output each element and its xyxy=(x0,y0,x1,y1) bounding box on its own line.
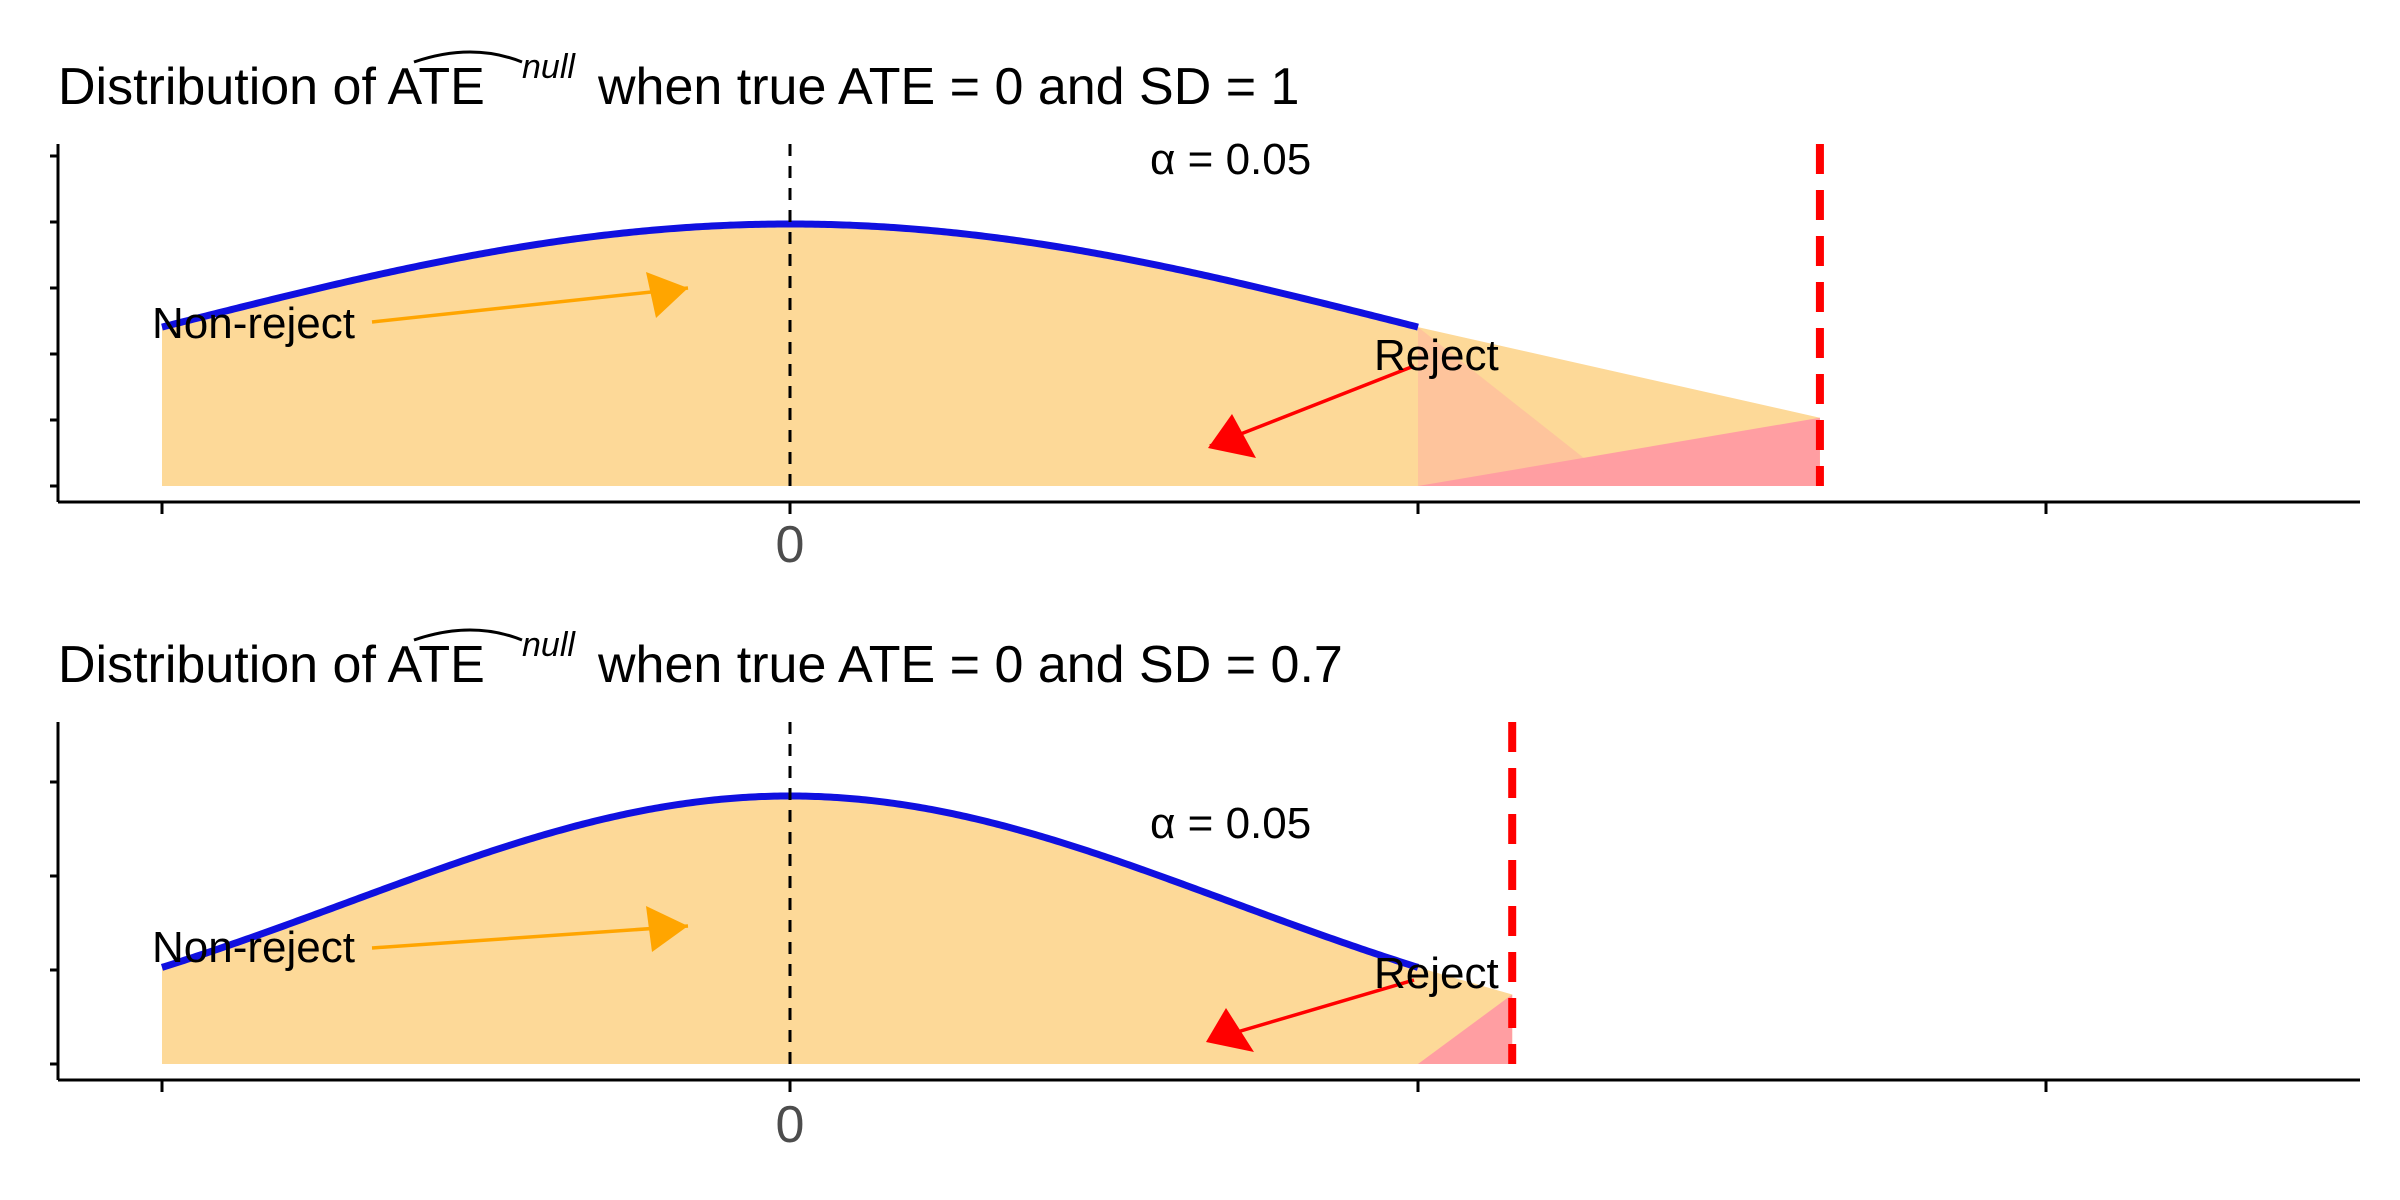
panel-1-nonreject-area xyxy=(162,224,1820,486)
panel-2-title-hat xyxy=(413,628,523,642)
panel-1-title: Distribution of ATE xyxy=(58,58,485,116)
panel-2-reject-area xyxy=(1418,994,1513,1064)
panel-2-title-ate: ATE xyxy=(388,636,485,694)
panel-1-x-ticks: 0 xyxy=(160,502,2048,574)
panel-2-reject-arrowhead xyxy=(1206,1008,1254,1052)
panel-1-reject-arrow xyxy=(1209,364,1415,448)
panel-1-title-ate: ATE xyxy=(388,58,485,116)
panel-2-title-superscript: null xyxy=(522,626,576,664)
panel-1-nonreject-label: Non-reject xyxy=(152,299,355,348)
panel-1-nonreject-arrow xyxy=(371,286,689,324)
panel-2-title-suffix: when true ATE = 0 and SD = 0.7 xyxy=(597,636,1343,694)
panel-1-reject-label: Reject xyxy=(1374,331,1499,380)
panel-1-tail-fade xyxy=(1418,327,1618,486)
panel-2-reject-label: Reject xyxy=(1374,949,1499,998)
p2-x-tick-label-1: 0 xyxy=(776,1096,805,1154)
panel-1-title-superscript: null xyxy=(522,48,576,86)
panel-1: Distribution of ATE null when true ATE =… xyxy=(50,48,2360,574)
panel-2-reject-arrow xyxy=(1209,978,1415,1042)
panel-2-nonreject-arrow xyxy=(371,924,689,950)
panel-2-y-ticks xyxy=(50,780,58,1066)
panel-1-reject-arrowhead xyxy=(1208,414,1256,458)
panel-1-alpha-label: α = 0.05 xyxy=(1150,135,1311,184)
panel-1-title-suffix: when true ATE = 0 and SD = 1 xyxy=(597,58,1299,116)
p1-x-tick-label-1: 0 xyxy=(776,516,805,574)
panel-1-title-hat xyxy=(413,50,523,64)
panel-1-y-ticks xyxy=(50,154,58,488)
panel-2-title: Distribution of ATE xyxy=(58,636,485,694)
panel-2-nonreject-area xyxy=(162,796,1513,1064)
panel-2-nonreject-arrowhead xyxy=(646,906,688,952)
panel-1-reject-area xyxy=(1418,417,1820,486)
panel-1-density-curve xyxy=(161,220,1419,331)
panel-1-nonreject-arrowhead xyxy=(646,272,688,318)
panel-2-alpha-label: α = 0.05 xyxy=(1150,799,1311,848)
panel-2-x-ticks: 0 xyxy=(160,1080,2048,1154)
panel-2: Distribution of ATE null when true ATE =… xyxy=(50,626,2360,1154)
panel-2-nonreject-label: Non-reject xyxy=(152,923,355,972)
